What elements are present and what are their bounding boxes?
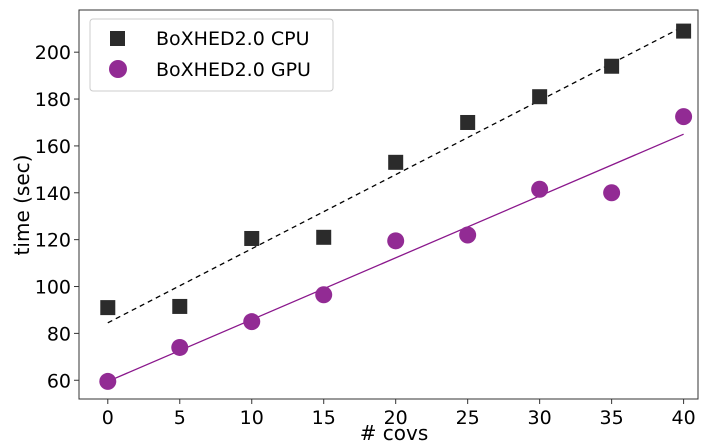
cpu-point-2 (244, 230, 260, 246)
cpu-point-6 (532, 89, 548, 105)
x-tick-label-3: 15 (312, 407, 336, 429)
legend-marker-cpu (110, 31, 125, 46)
x-tick-label-1: 5 (174, 407, 186, 429)
cpu-point-7 (604, 58, 620, 74)
legend-box (89, 18, 334, 92)
x-tick-label-2: 10 (240, 407, 264, 429)
gpu-point-0 (99, 372, 117, 390)
gpu-point-4 (387, 232, 405, 250)
gpu-point-8 (675, 108, 693, 126)
x-tick-label-5: 25 (456, 407, 480, 429)
cpu-point-3 (316, 229, 332, 245)
legend: BoXHED2.0 CPU BoXHED2.0 GPU (89, 18, 334, 92)
y-tick-label-0: 60 (47, 370, 71, 392)
gpu-point-6 (531, 180, 549, 198)
x-axis-label: # covs (360, 421, 429, 443)
x-tick-label-8: 40 (672, 407, 696, 429)
y-tick-label-2: 100 (35, 277, 71, 299)
gpu-point-1 (171, 338, 189, 356)
cpu-point-0 (100, 300, 116, 316)
cpu-point-1 (172, 298, 188, 314)
y-tick-label-7: 200 (35, 42, 71, 64)
cpu-point-4 (388, 154, 404, 170)
x-tick-label-0: 0 (102, 407, 114, 429)
legend-marker-gpu (109, 60, 127, 78)
legend-label-cpu: BoXHED2.0 CPU (156, 28, 309, 50)
gpu-point-3 (315, 286, 333, 304)
y-tick-label-3: 120 (35, 230, 71, 252)
gpu-point-7 (603, 184, 621, 202)
fit-lines (107, 25, 684, 383)
x-tick-label-7: 35 (600, 407, 624, 429)
y-axis-label: time (sec) (10, 155, 34, 256)
y-tick-label-6: 180 (35, 89, 71, 111)
cpu-point-5 (460, 114, 476, 130)
y-axis-ticks: 60 80 100 120 140 160 180 200 (35, 42, 79, 392)
gpu-point-2 (243, 313, 261, 331)
cpu-point-8 (676, 23, 692, 39)
legend-label-gpu: BoXHED2.0 GPU (156, 59, 311, 81)
x-axis-ticks: 0 5 10 15 20 25 30 35 40 (102, 399, 696, 429)
gpu-point-5 (459, 226, 477, 244)
x-tick-label-4: 20 (384, 407, 408, 429)
y-tick-label-1: 80 (47, 323, 71, 345)
x-tick-label-6: 30 (528, 407, 552, 429)
fit-line-1 (107, 133, 684, 383)
data-markers (99, 23, 693, 390)
y-tick-label-4: 140 (35, 183, 71, 205)
y-tick-label-5: 160 (35, 136, 71, 158)
